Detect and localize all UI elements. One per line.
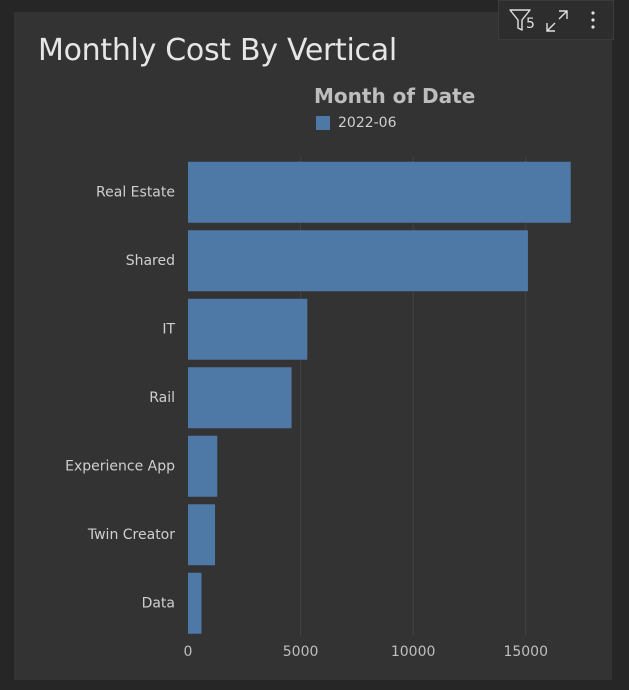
focus-mode-button[interactable]	[543, 7, 571, 35]
chart-panel	[14, 12, 612, 680]
bar-twin-creator[interactable]	[188, 504, 216, 566]
bar-data[interactable]	[188, 572, 202, 634]
legend-title: Month of Date	[314, 84, 476, 108]
more-options-icon	[591, 11, 595, 29]
filter-button[interactable]: 5	[507, 7, 537, 35]
visual-toolbar: 5	[498, 0, 614, 40]
legend-label: 2022-06	[338, 115, 397, 131]
category-label: Twin Creator	[87, 527, 175, 543]
legend-swatch	[316, 116, 330, 130]
bar-real-estate[interactable]	[188, 161, 571, 223]
chart-title: Monthly Cost By Vertical	[38, 33, 397, 68]
filter-count-badge: 5	[526, 16, 535, 32]
category-label: Shared	[126, 253, 175, 269]
x-tick-label: 5000	[283, 644, 319, 660]
expand-icon	[546, 10, 568, 32]
legend-item[interactable]: 2022-06	[316, 114, 397, 132]
category-label: Data	[142, 595, 175, 611]
filter-icon	[509, 9, 531, 31]
bar-rail[interactable]	[188, 367, 292, 429]
bar-experience-app[interactable]	[188, 435, 218, 497]
category-label: Experience App	[65, 458, 175, 474]
category-label: IT	[162, 321, 175, 337]
x-tick-label: 0	[184, 644, 193, 660]
x-tick-label: 10000	[391, 644, 436, 660]
bar-shared[interactable]	[188, 230, 528, 292]
x-tick-label: 15000	[503, 644, 548, 660]
more-options-button[interactable]	[583, 7, 605, 35]
category-label: Rail	[149, 390, 175, 406]
bar-it[interactable]	[188, 298, 308, 360]
category-label: Real Estate	[96, 184, 175, 200]
